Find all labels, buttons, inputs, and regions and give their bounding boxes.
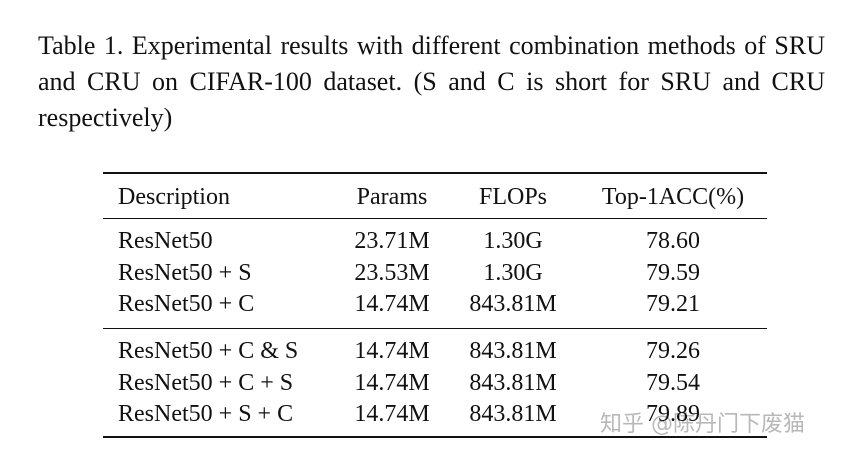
header-cell: FLOPs bbox=[478, 184, 548, 210]
table-cell: 79.54 bbox=[646, 369, 700, 396]
row-label: ResNet50 + C bbox=[118, 291, 255, 317]
table-cell: 78.60 bbox=[646, 228, 700, 254]
table-cell: 79.26 bbox=[646, 338, 700, 364]
row-label: ResNet50 + S bbox=[118, 259, 252, 286]
row-label: ResNet50 + C & S bbox=[118, 338, 299, 364]
table-cell: 14.74M bbox=[354, 401, 430, 427]
header-cell: Top-1ACC(%) bbox=[601, 184, 745, 210]
watermark: 知乎 @陈丹门下废猫 bbox=[600, 412, 805, 437]
table-cell: 79.89 bbox=[646, 401, 700, 427]
table-cell: 79.59 bbox=[646, 259, 700, 286]
table-cell: 79.21 bbox=[646, 291, 700, 317]
table-cell: 14.74M bbox=[354, 338, 430, 364]
table-cell: 14.74M bbox=[354, 291, 430, 317]
table-caption: Table 1. Experimental results with diffe… bbox=[38, 31, 825, 132]
header-cell: Description bbox=[118, 184, 230, 210]
top-rule bbox=[103, 172, 767, 174]
table-cell: 23.71M bbox=[354, 228, 430, 254]
table-cell: 14.74M bbox=[354, 369, 430, 396]
bottom-rule bbox=[103, 436, 767, 438]
table-cell: 23.53M bbox=[354, 259, 430, 286]
table-cell: 843.81M bbox=[469, 369, 557, 396]
group-rule bbox=[103, 328, 767, 329]
table-cell: 1.30G bbox=[483, 259, 543, 286]
header-cell: Params bbox=[356, 184, 428, 210]
table-cell: 843.81M bbox=[469, 291, 557, 317]
row-label: ResNet50 + S + C bbox=[118, 401, 294, 427]
table-cell: 1.30G bbox=[483, 228, 543, 254]
table-cell: 843.81M bbox=[469, 338, 557, 364]
table-cell: 843.81M bbox=[469, 401, 557, 427]
row-label: ResNet50 bbox=[118, 228, 213, 254]
row-label: ResNet50 + C + S bbox=[118, 369, 294, 396]
header-rule bbox=[103, 218, 767, 219]
